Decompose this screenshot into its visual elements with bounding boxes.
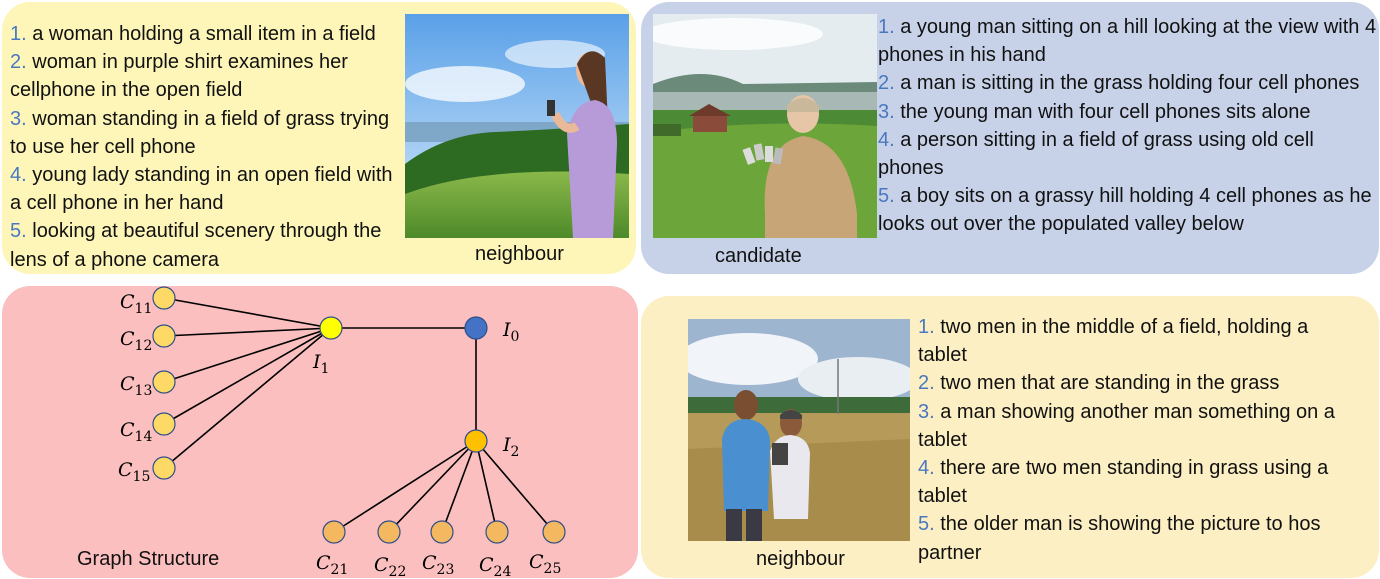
graph-node-i0 bbox=[464, 316, 488, 340]
graph-edge-i2-c25 bbox=[475, 440, 555, 533]
caption-item: 5. a boy sits on a grassy hill holding 4… bbox=[878, 182, 1378, 238]
caption-list-top-neighbour: 1. a woman holding a small item in a fie… bbox=[10, 20, 405, 274]
caption-number: 5. bbox=[918, 513, 935, 536]
caption-number: 2. bbox=[918, 372, 935, 395]
graph-node-label-c14: C14 bbox=[120, 419, 152, 445]
caption-number: 1. bbox=[878, 16, 895, 38]
graph-node-label-c13: C13 bbox=[120, 373, 152, 399]
caption-text: woman standing in a field of grass tryin… bbox=[10, 107, 390, 158]
caption-text: a young man sitting on a hill looking at… bbox=[878, 16, 1377, 67]
graph-edge-i1-c11 bbox=[163, 297, 332, 329]
graph-node-label-c11: C11 bbox=[120, 291, 152, 317]
caption-text: two men that are standing in the grass bbox=[934, 372, 1280, 395]
caption-number: 1. bbox=[918, 316, 935, 338]
caption-text: a man showing another man something on a… bbox=[918, 400, 1335, 451]
caption-number: 3. bbox=[10, 107, 27, 130]
caption-number: 3. bbox=[878, 100, 895, 123]
graph-node-label-i1: I1 bbox=[312, 351, 329, 377]
neighbour-photo-two-men bbox=[688, 319, 910, 541]
caption-number: 4. bbox=[10, 164, 27, 187]
caption-item: 5. looking at beautiful scenery through … bbox=[10, 217, 405, 273]
graph-node-label-i0: I0 bbox=[502, 319, 519, 345]
caption-item: 3. a man showing another man something o… bbox=[918, 398, 1338, 454]
graph-node-label-i2: I2 bbox=[502, 434, 519, 460]
caption-item: 1. a young man sitting on a hill looking… bbox=[878, 13, 1378, 69]
caption-item: 5. the older man is showing the picture … bbox=[918, 510, 1338, 566]
graph-edge-i2-c23 bbox=[441, 440, 477, 533]
graph-node-c11 bbox=[152, 286, 176, 310]
caption-text: young lady standing in an open field wit… bbox=[10, 164, 393, 215]
caption-text: the older man is showing the picture to … bbox=[918, 513, 1321, 564]
graph-node-label-c24: C24 bbox=[479, 554, 511, 578]
caption-text: there are two men standing in grass usin… bbox=[918, 457, 1329, 508]
caption-number: 3. bbox=[918, 400, 935, 423]
graph-node-c14 bbox=[152, 412, 176, 436]
graph-edge-i1-c15 bbox=[163, 327, 332, 469]
candidate-photo-man bbox=[653, 14, 877, 238]
graph-node-c21 bbox=[322, 520, 346, 544]
caption-number: 1. bbox=[10, 23, 27, 45]
caption-item: 2. woman in purple shirt examines her ce… bbox=[10, 48, 405, 104]
caption-item: 4. there are two men standing in grass u… bbox=[918, 454, 1338, 510]
caption-number: 4. bbox=[918, 457, 935, 480]
graph-node-c22 bbox=[377, 520, 401, 544]
neighbour-label-top: neighbour bbox=[475, 243, 564, 265]
graph-edge-i2-c21 bbox=[333, 440, 477, 533]
graph-edge-i1-c14 bbox=[163, 327, 332, 425]
graph-node-label-c22: C22 bbox=[374, 554, 406, 578]
caption-item: 4. young lady standing in an open field … bbox=[10, 161, 405, 217]
caption-number: 2. bbox=[10, 51, 27, 74]
graph-node-c13 bbox=[152, 370, 176, 394]
caption-text: a woman holding a small item in a field bbox=[26, 23, 376, 45]
graph-edge-i2-c22 bbox=[388, 440, 477, 533]
graph-node-c24 bbox=[485, 520, 509, 544]
graph-node-label-c25: C25 bbox=[529, 551, 561, 577]
graph-node-label-c15: C15 bbox=[118, 459, 150, 485]
graph-node-label-c12: C12 bbox=[120, 328, 152, 354]
graph-edge-i1-c12 bbox=[163, 327, 332, 337]
graph-edge-i1-c13 bbox=[163, 327, 332, 383]
caption-item: 3. woman standing in a field of grass tr… bbox=[10, 105, 405, 161]
caption-number: 5. bbox=[10, 220, 27, 243]
caption-item: 1. a woman holding a small item in a fie… bbox=[10, 20, 405, 48]
caption-item: 2. two men that are standing in the gras… bbox=[918, 369, 1338, 397]
caption-number: 4. bbox=[878, 128, 895, 151]
caption-text: two men in the middle of a field, holdin… bbox=[918, 316, 1309, 367]
caption-item: 3. the young man with four cell phones s… bbox=[878, 98, 1378, 126]
caption-text: the young man with four cell phones sits… bbox=[894, 100, 1311, 123]
caption-number: 5. bbox=[878, 185, 895, 208]
graph-node-i1 bbox=[319, 316, 343, 340]
caption-text: looking at beautiful scenery through the… bbox=[10, 220, 382, 271]
graph-structure-diagram: I1 I0 I2 C11 C12 C13 C14 C15 C21 C22 C23 C24 C25 bbox=[118, 286, 566, 578]
caption-item: 1. two men in the middle of a field, hol… bbox=[918, 313, 1338, 369]
caption-text: a man is sitting in the grass holding fo… bbox=[894, 72, 1360, 95]
neighbour-photo-woman bbox=[405, 14, 629, 238]
caption-text: a boy sits on a grassy hill holding 4 ce… bbox=[878, 185, 1372, 236]
graph-node-c25 bbox=[542, 520, 566, 544]
caption-text: a person sitting in a field of grass usi… bbox=[878, 128, 1314, 180]
graph-node-c12 bbox=[152, 324, 176, 348]
graph-node-i2 bbox=[464, 429, 488, 453]
graph-edge-i2-c24 bbox=[475, 440, 498, 533]
graph-node-c23 bbox=[430, 520, 454, 544]
caption-item: 2. a man is sitting in the grass holding… bbox=[878, 69, 1378, 97]
graph-node-label-c21: C21 bbox=[316, 552, 348, 578]
caption-number: 2. bbox=[878, 72, 895, 95]
neighbour-label-bottom: neighbour bbox=[756, 548, 845, 570]
caption-item: 4. a person sitting in a field of grass … bbox=[878, 126, 1378, 182]
candidate-label: candidate bbox=[715, 245, 802, 267]
caption-list-candidate: 1. a young man sitting on a hill looking… bbox=[878, 13, 1378, 239]
caption-text: woman in purple shirt examines her cellp… bbox=[10, 51, 348, 102]
graph-node-label-c23: C23 bbox=[422, 552, 454, 578]
caption-list-bottom-neighbour: 1. two men in the middle of a field, hol… bbox=[918, 313, 1338, 567]
graph-structure-title: Graph Structure bbox=[77, 548, 220, 570]
graph-node-c15 bbox=[152, 456, 176, 480]
